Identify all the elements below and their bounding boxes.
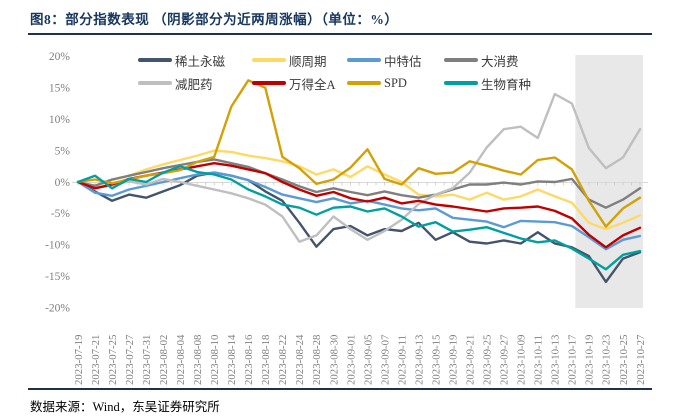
x-axis-label: 2023-09-05	[362, 335, 374, 385]
x-axis-label: 2023-09-25	[482, 335, 494, 385]
x-axis-label: 2023-07-27	[124, 334, 136, 385]
y-axis-label: -10%	[45, 240, 70, 252]
data-source-note: 数据来源：Wind，东吴证券研究所	[30, 400, 220, 414]
x-axis-label: 2023-10-13	[550, 335, 562, 385]
x-axis-label: 2023-08-14	[226, 334, 238, 385]
x-axis-label: 2023-08-28	[311, 335, 323, 385]
x-axis-label: 2023-08-24	[294, 334, 306, 385]
y-axis-label: -15%	[45, 271, 70, 283]
x-axis-label: 2023-10-19	[584, 335, 596, 385]
y-axis-label: 15%	[49, 83, 71, 95]
x-axis-label: 2023-08-02	[158, 335, 170, 385]
x-axis-label: 2023-10-09	[516, 335, 528, 385]
x-axis-label: 2023-09-11	[396, 335, 408, 385]
x-axis-label: 2023-08-10	[209, 335, 221, 385]
x-axis-label: 2023-09-01	[345, 335, 357, 385]
x-axis-label: 2023-07-21	[90, 335, 102, 385]
series-line-5	[76, 92, 642, 243]
y-axis-label: -20%	[45, 302, 70, 314]
x-axis-label: 2023-09-13	[413, 335, 425, 385]
x-axis-label: 2023-09-19	[447, 335, 459, 385]
x-axis-label: 2023-10-27	[635, 334, 647, 385]
x-axis-label: 2023-10-17	[567, 334, 579, 385]
x-axis-label: 2023-08-22	[277, 335, 289, 385]
x-axis-label: 2023-10-25	[618, 335, 630, 385]
x-axis-label: 2023-08-30	[328, 335, 340, 385]
x-axis-label: 2023-09-27	[499, 334, 511, 385]
x-axis-label: 2023-08-16	[243, 334, 255, 385]
y-axis-label: 20%	[49, 51, 71, 63]
x-axis-label: 2023-10-11	[533, 335, 545, 385]
x-axis-label: 2023-07-25	[107, 335, 119, 385]
series-line-2	[76, 149, 642, 231]
x-axis-label: 2023-09-21	[464, 335, 476, 385]
y-axis-label: 0%	[55, 177, 71, 189]
x-axis-label: 2023-08-04	[175, 334, 187, 385]
shaded-region-recent-two-weeks	[575, 55, 643, 308]
figure-title: 图8：部分指数表现 （阴影部分为近两周涨幅）（单位：%）	[30, 12, 399, 27]
x-axis-label: 2023-07-31	[141, 335, 153, 385]
series-line-4	[76, 158, 642, 209]
x-axis-label: 2023-08-08	[192, 335, 204, 385]
series-line-1	[76, 171, 642, 284]
bottom-divider	[28, 388, 652, 390]
x-axis-label: 2023-09-15	[430, 335, 442, 385]
series-line-8	[76, 165, 642, 271]
x-axis-label: 2023-08-18	[260, 335, 272, 385]
y-axis-label: -5%	[51, 208, 71, 220]
y-axis-label: 5%	[55, 145, 71, 157]
x-axis-label: 2023-10-23	[601, 335, 613, 385]
y-axis-label: 10%	[49, 114, 71, 126]
series-line-7	[76, 79, 642, 228]
x-axis-label: 2023-07-19	[73, 335, 85, 385]
top-divider	[28, 33, 652, 35]
x-axis-label: 2023-09-07	[379, 334, 391, 385]
